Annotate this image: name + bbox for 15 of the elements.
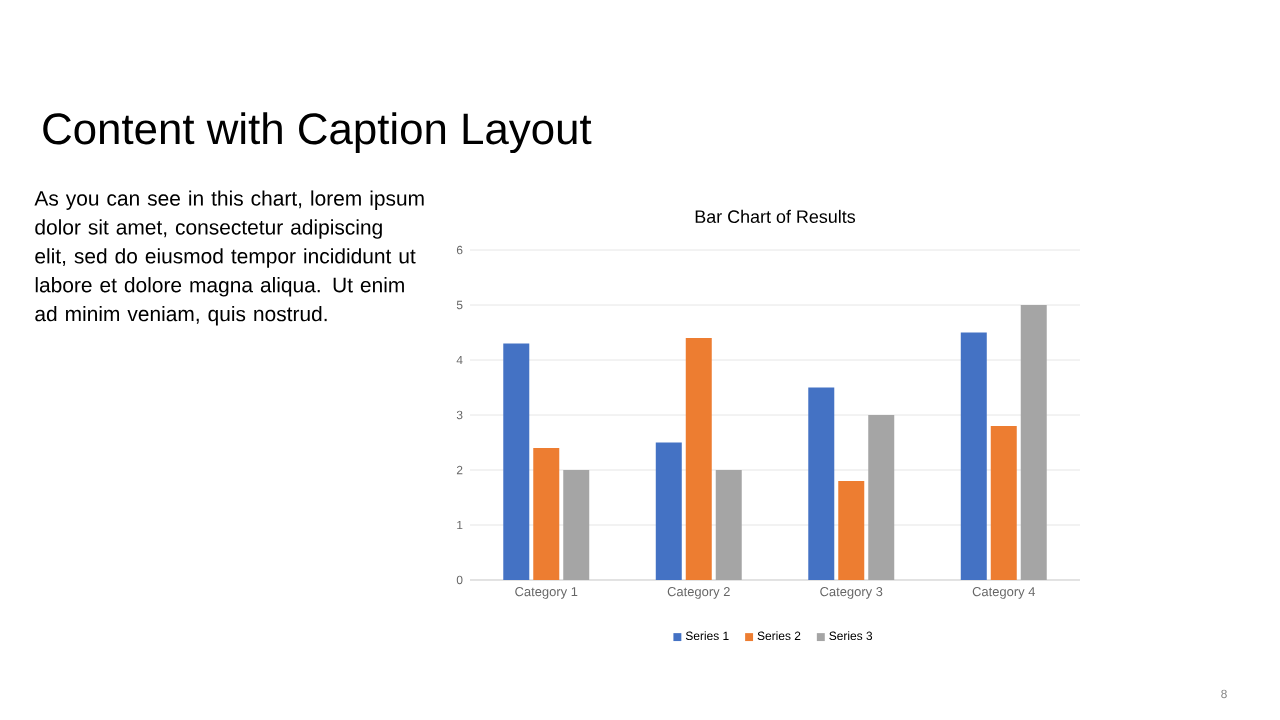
bar bbox=[563, 470, 590, 580]
bar bbox=[838, 481, 865, 580]
bar bbox=[655, 442, 682, 580]
bar bbox=[1020, 305, 1047, 580]
text: Content with Caption Layout bbox=[43, 112, 592, 154]
bar bbox=[990, 426, 1017, 580]
bar bbox=[685, 338, 712, 580]
chart-title: Bar Chart of Results bbox=[695, 209, 856, 224]
text: As you can see in this chart, lorem ipsum dolor sit amet, consectetur adipiscing elit, sed do eiusmod tempor incididunt ut labore et dolore magna aliqua. Ut enim ad minim veniam, quis nostrud. bbox=[34, 190, 424, 326]
bar bbox=[868, 415, 895, 580]
bar bbox=[808, 387, 835, 580]
bar bbox=[960, 332, 987, 580]
bar bbox=[503, 343, 530, 580]
bar bbox=[533, 448, 560, 580]
bar bbox=[715, 470, 742, 580]
